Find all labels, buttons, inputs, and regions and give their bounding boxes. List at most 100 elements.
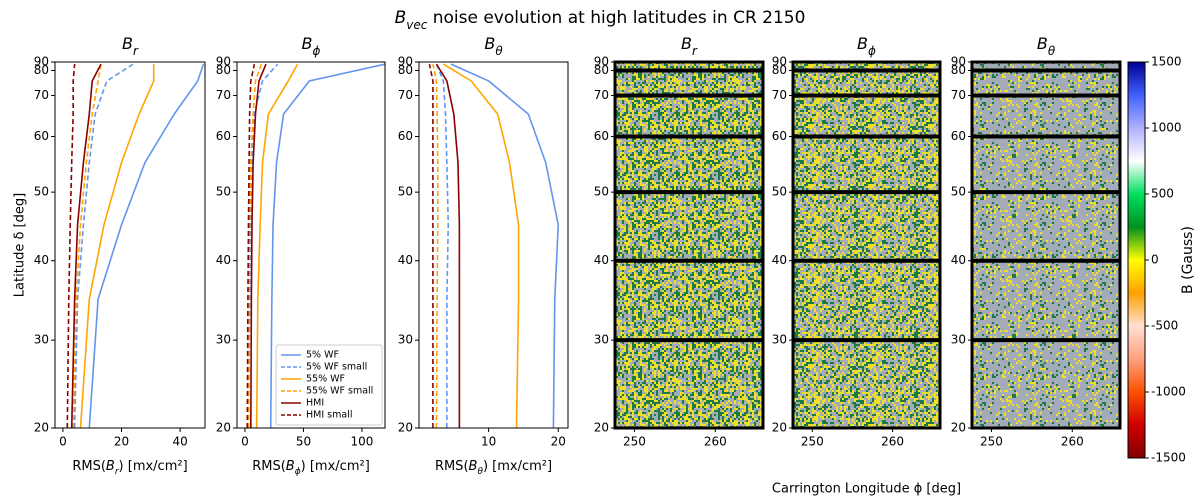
y-tick-label: 80 xyxy=(772,63,787,77)
plot-frame xyxy=(418,61,569,429)
y-tick-label: 40 xyxy=(594,253,609,267)
colorbar-tick-label: 1500 xyxy=(1151,55,1182,69)
y-tick-label: 60 xyxy=(594,129,609,143)
x-axis-label: RMS(Br) [mx/cm²] xyxy=(72,459,187,477)
noise-map xyxy=(793,62,940,428)
y-tick-label: 40 xyxy=(34,253,49,267)
plot-frame xyxy=(54,61,206,429)
x-tick-label: 250 xyxy=(801,435,824,449)
series-line xyxy=(442,63,520,428)
panel-title-sub: ϕ xyxy=(868,44,876,58)
y-tick-label: 90 xyxy=(34,55,49,69)
x-tick-label: 250 xyxy=(980,435,1003,449)
x-tick-label: 0 xyxy=(59,435,67,449)
x-axis-label-symbol: B xyxy=(469,459,478,474)
series-line xyxy=(88,63,205,428)
panel-title-symbol: B xyxy=(122,34,133,53)
y-tick-label: 30 xyxy=(951,333,966,347)
x-axis-label-sub: r xyxy=(115,467,120,477)
plot-frame xyxy=(970,60,1122,430)
y-tick-label: 20 xyxy=(398,421,413,435)
panel-title-symbol: B xyxy=(1037,34,1048,53)
y-tick-label: 20 xyxy=(951,421,966,435)
legend-label: 5% WF xyxy=(306,350,339,361)
legend-label: 55% WF small xyxy=(306,386,373,397)
series-line xyxy=(250,63,267,428)
x-tick-label: 40 xyxy=(172,435,187,449)
figure-title: Bvec noise evolution at high latitudes i… xyxy=(395,8,806,32)
colorbar xyxy=(1127,61,1146,459)
legend-label: HMI small xyxy=(306,410,352,421)
x-axis-label: RMS(Bθ) [mx/cm²] xyxy=(435,459,552,477)
plot-frame xyxy=(613,60,765,430)
panel-title-sub: r xyxy=(133,44,139,58)
x-tick-label: 250 xyxy=(623,435,646,449)
y-tick-label: 70 xyxy=(398,88,413,102)
series-line xyxy=(247,63,263,428)
series-line xyxy=(435,63,450,428)
noise-map xyxy=(615,62,763,428)
y-tick-label: 50 xyxy=(772,185,787,199)
series-line xyxy=(79,64,155,428)
legend-box xyxy=(275,344,383,426)
x-axis-label-pre: RMS( xyxy=(72,459,106,474)
x-axis-label-post: ) [mx/cm²] xyxy=(119,459,188,474)
y-tick-label: 70 xyxy=(594,88,609,102)
colorbar-tick-label: -1000 xyxy=(1151,385,1186,399)
x-axis-label-sub: ϕ xyxy=(295,467,301,477)
y-tick-label: 40 xyxy=(772,253,787,267)
x-tick-label: 50 xyxy=(296,435,311,449)
colorbar-tick-label: 500 xyxy=(1151,187,1174,201)
panel-title: Bθ xyxy=(484,34,503,58)
y-tick-label: 40 xyxy=(216,253,231,267)
x-axis-label-pre: RMS( xyxy=(252,459,286,474)
y-tick-label: 90 xyxy=(398,55,413,69)
x-axis-label-pre: RMS( xyxy=(435,459,469,474)
y-tick-label: 50 xyxy=(398,185,413,199)
y-tick-label: 60 xyxy=(216,129,231,143)
series-line xyxy=(72,63,102,428)
y-tick-label: 90 xyxy=(594,55,609,69)
x-axis-label-post: ) [mx/cm²] xyxy=(301,459,370,474)
y-tick-label: 50 xyxy=(34,185,49,199)
y-tick-label: 30 xyxy=(34,333,49,347)
legend-label: 55% WF xyxy=(306,374,345,385)
y-tick-label: 60 xyxy=(398,129,413,143)
x-axis-label: Carrington Longitude ϕ [deg] xyxy=(772,482,961,497)
panel-title: Br xyxy=(122,34,139,58)
panel-title: Bϕ xyxy=(302,34,321,58)
x-axis-label-symbol: B xyxy=(286,459,295,474)
panel-title: Bθ xyxy=(1037,34,1056,58)
series-line xyxy=(435,63,461,428)
y-tick-label: 50 xyxy=(951,185,966,199)
y-tick-label: 20 xyxy=(216,421,231,435)
panel-title-symbol: B xyxy=(857,34,868,53)
y-tick-label: 80 xyxy=(34,63,49,77)
series-line xyxy=(269,63,385,428)
colorbar-label: B (Gauss) xyxy=(1180,226,1196,294)
x-axis-label-post: ) [mx/cm²] xyxy=(483,459,552,474)
plot-frame xyxy=(236,61,386,429)
noise-map xyxy=(972,62,1120,428)
y-tick-label: 50 xyxy=(594,185,609,199)
x-tick-label: 260 xyxy=(1061,435,1084,449)
plot-frame xyxy=(791,60,942,430)
panel-title-sub: θ xyxy=(495,44,503,58)
series-line xyxy=(73,63,134,428)
y-tick-label: 30 xyxy=(216,333,231,347)
y-tick-label: 50 xyxy=(216,185,231,199)
y-tick-label: 30 xyxy=(398,333,413,347)
y-tick-label: 70 xyxy=(216,88,231,102)
series-line xyxy=(432,63,439,428)
x-tick-label: 20 xyxy=(114,435,129,449)
legend-label: HMI xyxy=(306,398,324,409)
panel-title-symbol: B xyxy=(681,34,692,53)
x-axis-label-sub: θ xyxy=(477,467,483,477)
panel-title-sub: θ xyxy=(1048,44,1056,58)
y-tick-label: 90 xyxy=(951,55,966,69)
y-tick-label: 80 xyxy=(216,63,231,77)
colorbar-tick-label: 1000 xyxy=(1151,121,1182,135)
title-sub: vec xyxy=(406,18,427,32)
colorbar-tick-label: -1500 xyxy=(1151,451,1186,465)
